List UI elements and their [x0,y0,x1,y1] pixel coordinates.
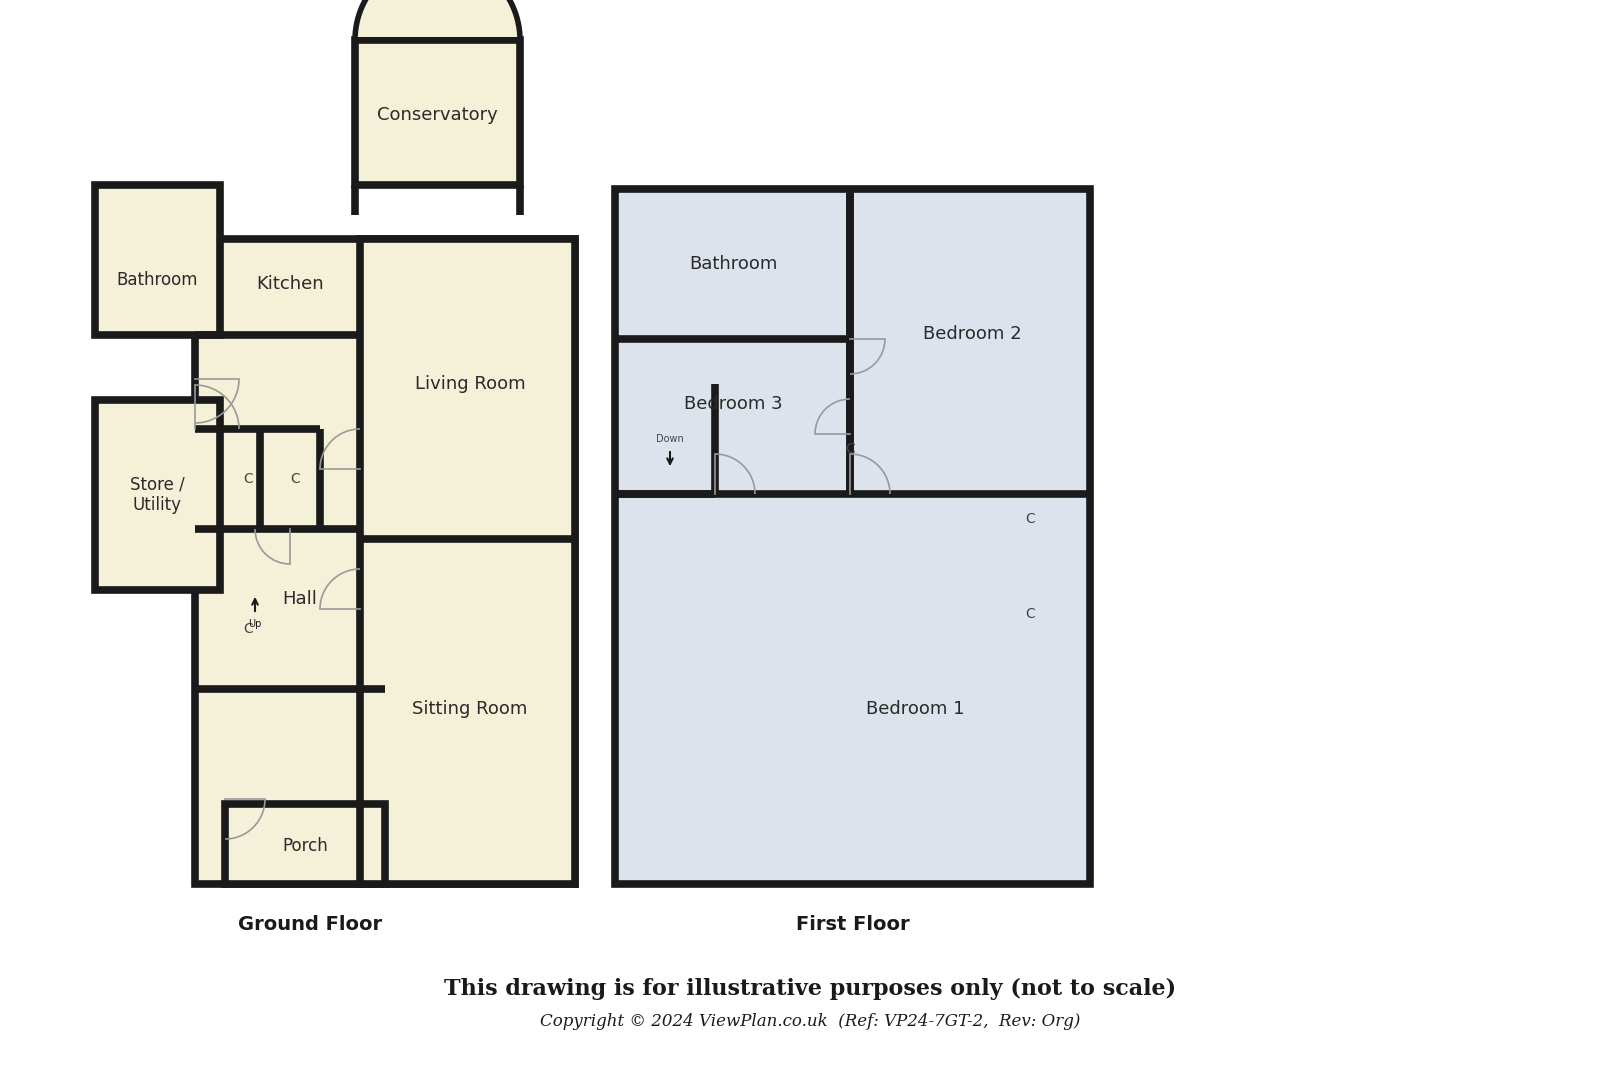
Text: C: C [846,442,855,456]
Text: Down: Down [656,434,684,443]
Bar [225,804,386,884]
Text: Up: Up [248,619,262,629]
Text: Bedroom 3: Bedroom 3 [684,395,782,413]
Text: C: C [290,472,300,486]
Text: Bathroom: Bathroom [688,255,778,273]
Text: This drawing is for illustrative purposes only (not to scale): This drawing is for illustrative purpose… [444,978,1176,1000]
Bar [616,189,1090,884]
Text: Bedroom 2: Bedroom 2 [923,325,1021,343]
Text: Porch: Porch [282,837,327,855]
Text: First Floor: First Floor [795,915,909,933]
Text: C: C [243,472,253,486]
Text: Bedroom 1: Bedroom 1 [865,700,964,718]
Text: Living Room: Living Room [415,375,525,393]
Bar [360,240,575,884]
Bar [96,400,220,590]
Text: C: C [1025,513,1035,525]
Text: Conservatory: Conservatory [377,106,497,124]
Text: Bathroom: Bathroom [117,271,198,289]
Text: Store /
Utility: Store / Utility [130,476,185,515]
Text: C: C [1025,607,1035,622]
Bar [194,240,575,884]
Text: Kitchen: Kitchen [256,275,324,293]
Text: Ground Floor: Ground Floor [238,915,382,933]
Text: Hall: Hall [282,590,318,607]
Text: C: C [243,622,253,636]
Text: Copyright © 2024 ViewPlan.co.uk  (Ref: VP24-7GT-2,  Rev: Org): Copyright © 2024 ViewPlan.co.uk (Ref: VP… [539,1012,1081,1029]
Text: Sitting Room: Sitting Room [413,700,528,718]
Bar [355,40,520,185]
Polygon shape [355,0,520,40]
Bar [96,185,220,334]
